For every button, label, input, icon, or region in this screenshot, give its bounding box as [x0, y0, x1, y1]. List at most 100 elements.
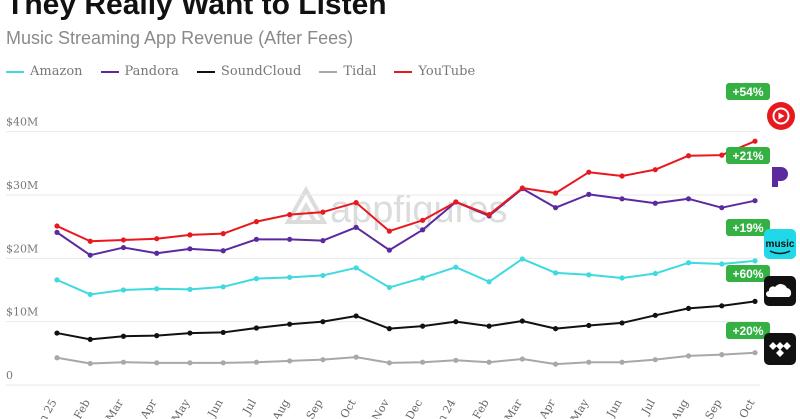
data-point-tidal — [353, 354, 359, 360]
y-tick-label: $20M — [6, 242, 38, 255]
data-point-youtube — [220, 231, 226, 237]
youtube-app-icon — [767, 102, 795, 130]
chart-title: They Really Want to Listen — [6, 0, 387, 21]
x-tick-label: Dec — [403, 397, 425, 419]
x-tick-label: Mar — [103, 396, 126, 419]
data-point-tidal — [719, 352, 725, 358]
data-point-tidal — [652, 357, 658, 363]
data-point-amazon — [586, 272, 592, 278]
data-point-pandora — [287, 236, 293, 242]
data-point-soundcloud — [619, 320, 625, 326]
legend-label-soundcloud: SoundCloud — [220, 64, 302, 79]
y-tick-label: $40M — [6, 116, 38, 129]
data-point-youtube — [486, 212, 492, 218]
series-line-pandora — [56, 187, 756, 257]
data-point-soundcloud — [187, 330, 193, 336]
data-point-amazon — [652, 270, 658, 277]
data-point-soundcloud — [154, 333, 160, 339]
badge-bg — [726, 265, 770, 282]
tidal-diamond-icon — [769, 342, 777, 350]
x-tick-label: Aug — [269, 397, 292, 419]
data-point-youtube — [619, 173, 625, 179]
legend-label-amazon: Amazon — [30, 64, 83, 79]
data-point-pandora — [619, 196, 625, 202]
data-point-soundcloud — [486, 323, 492, 329]
change-badge-amazon: +19% — [726, 219, 770, 236]
legend-label-pandora: Pandora — [124, 64, 179, 79]
legend-item-pandora: Pandora — [100, 64, 179, 79]
data-point-amazon — [353, 265, 359, 271]
pandora-app-icon — [772, 167, 788, 187]
data-point-tidal — [685, 353, 692, 359]
data-point-tidal — [752, 350, 758, 356]
badge-label: +54% — [732, 85, 763, 99]
x-tick-label: Apr — [536, 396, 558, 419]
data-point-amazon — [420, 275, 426, 281]
data-point-tidal — [220, 360, 226, 366]
data-point-tidal — [486, 359, 492, 365]
data-point-soundcloud — [685, 305, 692, 311]
x-tick-label: Jan 24 — [429, 397, 459, 419]
data-point-pandora — [54, 229, 60, 235]
x-tick-label: Apr — [137, 396, 159, 419]
y-tick-label: $30M — [6, 179, 38, 192]
x-tick-label: May — [568, 396, 592, 419]
play-icon — [778, 112, 785, 120]
change-badge-pandora: +21% — [726, 147, 770, 164]
data-point-amazon — [685, 260, 692, 266]
data-point-tidal — [619, 359, 625, 365]
data-point-soundcloud — [719, 303, 725, 309]
data-point-amazon — [253, 276, 260, 282]
data-point-pandora — [253, 236, 260, 242]
x-tick-label: Jun — [604, 397, 625, 419]
data-point-youtube — [453, 199, 459, 205]
data-point-youtube — [552, 190, 559, 196]
series-amazon — [54, 256, 758, 298]
x-tick-label: Aug — [668, 397, 691, 419]
data-point-tidal — [154, 360, 160, 366]
data-point-tidal — [87, 360, 93, 367]
data-point-soundcloud — [586, 322, 592, 329]
data-point-tidal — [54, 355, 60, 361]
data-point-tidal — [386, 360, 392, 366]
data-point-tidal — [586, 359, 592, 365]
data-point-amazon — [719, 261, 725, 267]
y-tick-label: 0 — [6, 369, 13, 382]
data-point-youtube — [420, 217, 426, 223]
data-point-soundcloud — [120, 333, 127, 339]
data-point-pandora — [752, 198, 758, 204]
amazon-smile-icon — [769, 250, 791, 255]
data-point-youtube — [353, 200, 359, 206]
series-youtube — [54, 138, 758, 244]
data-point-youtube — [154, 236, 160, 242]
data-point-tidal — [253, 359, 260, 365]
legend-label-youtube: YouTube — [418, 64, 476, 79]
series-line-youtube — [56, 140, 756, 243]
chart-subtitle: Music Streaming App Revenue (After Fees) — [6, 28, 354, 48]
series-tidal — [54, 350, 758, 367]
data-point-soundcloud — [752, 298, 758, 304]
pandora-logo-icon — [772, 167, 788, 187]
data-point-youtube — [586, 169, 592, 175]
data-point-amazon — [54, 277, 60, 283]
x-tick-label: Sep — [703, 397, 725, 419]
data-point-youtube — [120, 237, 127, 243]
badge-bg — [726, 322, 770, 339]
tidal-diamond-icon — [776, 349, 784, 357]
legend-swatch-soundcloud — [196, 70, 215, 73]
data-point-pandora — [120, 244, 127, 251]
amazon-music-wordmark: music — [766, 239, 795, 250]
x-tick-label: Nov — [369, 396, 392, 419]
series-line-soundcloud — [56, 300, 756, 341]
data-point-amazon — [752, 258, 758, 264]
data-point-pandora — [220, 248, 226, 254]
data-point-soundcloud — [87, 336, 93, 342]
data-point-soundcloud — [453, 319, 459, 325]
data-point-amazon — [220, 284, 226, 290]
x-tick-label: May — [169, 396, 193, 419]
data-point-tidal — [187, 360, 193, 366]
data-point-amazon — [619, 275, 625, 281]
data-point-tidal — [287, 358, 293, 364]
x-tick-label: Feb — [470, 397, 492, 419]
